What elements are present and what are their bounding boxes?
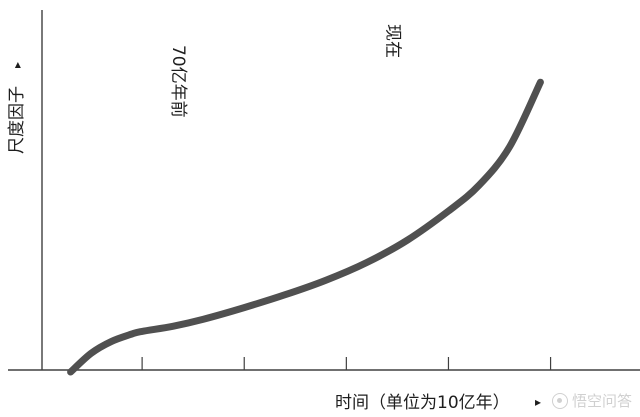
x-axis-arrow: ▸ — [535, 395, 541, 409]
scale-factor-curve — [67, 78, 544, 376]
y-axis-label: 尺度因子 — [7, 86, 27, 154]
annotation-2: 现在 — [382, 24, 402, 58]
y-axis-arrow: ▸ — [10, 62, 24, 68]
annotation-1: 70亿年前 — [168, 45, 188, 118]
x-axis-label: 时间（单位为10亿年） — [335, 393, 510, 413]
